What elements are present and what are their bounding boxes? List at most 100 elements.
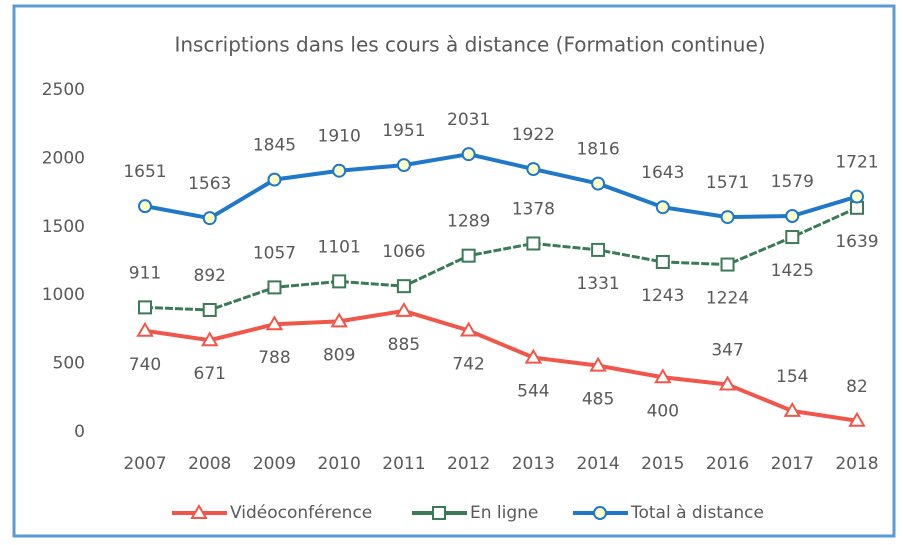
data-label: 788 bbox=[258, 348, 290, 368]
x-tick-label: 2007 bbox=[123, 454, 166, 474]
chart-title: Inscriptions dans les cours à distance (… bbox=[174, 33, 765, 57]
legend-label: Total à distance bbox=[630, 503, 764, 523]
series: 911 892 1057 1101 1066 1289 1378 1331 1243 1224 14… bbox=[129, 199, 879, 317]
data-label: 1066 bbox=[382, 242, 425, 262]
data-label: 1951 bbox=[382, 121, 425, 141]
y-tick-label: 500 bbox=[53, 354, 85, 374]
legend-item: Total à distance bbox=[573, 503, 764, 523]
x-tick-label: 2017 bbox=[771, 454, 814, 474]
marker bbox=[138, 300, 152, 315]
data-label: 740 bbox=[129, 355, 161, 375]
data-label: 742 bbox=[452, 354, 484, 374]
data-label: 1651 bbox=[123, 162, 166, 182]
data-label: 1643 bbox=[641, 163, 684, 183]
data-label: 1571 bbox=[706, 173, 749, 193]
marker bbox=[267, 280, 282, 295]
marker bbox=[267, 172, 282, 187]
x-tick-label: 2011 bbox=[382, 454, 425, 474]
marker bbox=[136, 321, 154, 337]
series-line bbox=[144, 308, 858, 423]
y-tick-label: 1500 bbox=[42, 217, 85, 237]
marker bbox=[461, 147, 476, 162]
x-tick-label: 2008 bbox=[188, 454, 231, 474]
data-label: 347 bbox=[711, 341, 743, 361]
data-label: 911 bbox=[129, 263, 161, 283]
series: 1651 1563 1845 1910 1951 2031 1922 1816 1643 1571… bbox=[123, 110, 879, 226]
series-line bbox=[144, 152, 858, 221]
series: 740 671 788 809 885 742 544 485 400 347 154 82 bbox=[129, 301, 868, 427]
x-tick-label: 2009 bbox=[253, 454, 296, 474]
marker bbox=[785, 208, 800, 223]
legend-item: En ligne bbox=[412, 503, 538, 523]
series-line bbox=[144, 206, 858, 312]
y-tick-label: 1000 bbox=[42, 285, 85, 305]
marker bbox=[332, 274, 347, 289]
data-label: 1910 bbox=[318, 127, 361, 147]
data-label: 485 bbox=[582, 390, 614, 410]
data-label: 1331 bbox=[576, 274, 619, 294]
marker bbox=[720, 210, 735, 225]
data-label: 1425 bbox=[771, 261, 814, 281]
marker bbox=[190, 504, 208, 519]
marker bbox=[459, 321, 478, 337]
data-label: 1721 bbox=[835, 153, 878, 173]
marker bbox=[265, 315, 284, 331]
marker bbox=[655, 254, 670, 269]
data-label: 1579 bbox=[771, 172, 814, 192]
marker bbox=[785, 230, 800, 245]
marker bbox=[202, 302, 217, 317]
legend-label: Vidéoconférence bbox=[230, 503, 372, 523]
legend-item: Vidéoconférence bbox=[172, 503, 372, 523]
marker bbox=[591, 242, 606, 257]
y-tick-label: 2000 bbox=[42, 148, 85, 168]
data-label: 544 bbox=[517, 382, 549, 402]
x-tick-label: 2018 bbox=[835, 454, 878, 474]
marker bbox=[848, 411, 866, 427]
data-label: 1639 bbox=[835, 232, 878, 252]
marker bbox=[332, 163, 347, 178]
legend-label: En ligne bbox=[470, 503, 538, 523]
data-label: 892 bbox=[194, 266, 226, 286]
data-label: 1224 bbox=[706, 289, 749, 309]
marker bbox=[718, 375, 737, 391]
marker bbox=[720, 257, 735, 272]
marker bbox=[524, 348, 543, 364]
data-label: 1289 bbox=[447, 212, 490, 232]
marker bbox=[396, 279, 411, 294]
data-label: 809 bbox=[323, 345, 355, 365]
marker bbox=[432, 506, 446, 520]
marker bbox=[783, 401, 802, 417]
marker bbox=[138, 199, 152, 214]
marker bbox=[654, 368, 672, 384]
marker bbox=[200, 331, 219, 347]
y-tick-label: 2500 bbox=[42, 80, 85, 100]
data-label: 1816 bbox=[576, 140, 619, 160]
marker bbox=[526, 162, 541, 177]
marker bbox=[395, 301, 413, 317]
marker bbox=[850, 189, 864, 204]
marker bbox=[202, 211, 217, 226]
data-label: 1057 bbox=[253, 243, 296, 263]
marker bbox=[330, 312, 348, 328]
marker bbox=[461, 248, 476, 263]
data-label: 400 bbox=[647, 401, 679, 421]
data-label: 1922 bbox=[512, 125, 555, 145]
x-tick-label: 2016 bbox=[706, 454, 749, 474]
data-label: 1378 bbox=[512, 199, 555, 219]
marker bbox=[589, 356, 607, 372]
x-tick-label: 2012 bbox=[447, 454, 490, 474]
x-tick-label: 2010 bbox=[318, 454, 361, 474]
marker bbox=[593, 506, 607, 520]
marker bbox=[655, 200, 670, 215]
data-label: 885 bbox=[388, 335, 420, 355]
x-tick-label: 2013 bbox=[512, 454, 555, 474]
data-label: 82 bbox=[846, 377, 868, 397]
data-label: 1101 bbox=[318, 237, 361, 257]
x-tick-label: 2015 bbox=[641, 454, 684, 474]
marker bbox=[591, 176, 606, 191]
marker bbox=[526, 236, 541, 251]
marker bbox=[396, 158, 411, 173]
chart-frame bbox=[12, 4, 896, 538]
data-label: 1845 bbox=[253, 136, 296, 156]
